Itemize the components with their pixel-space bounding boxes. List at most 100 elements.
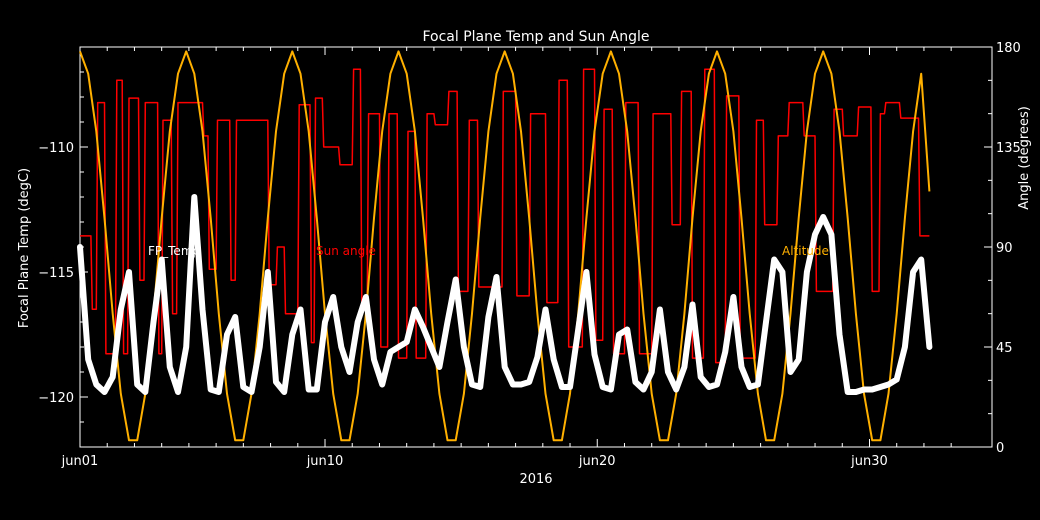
fp-temp-point [102, 389, 108, 395]
fp-temp-point [510, 382, 516, 387]
fp-temp-point [722, 349, 728, 355]
x-tick-label: jun30 [850, 454, 888, 469]
fp-temp-point [788, 369, 794, 375]
fp-temp-point [289, 332, 295, 337]
y2-tick-label: 45 [996, 341, 1013, 356]
fp-temp-point [461, 344, 467, 350]
fp-temp-point [330, 294, 336, 300]
fp-temp-point [363, 294, 369, 300]
fp-temp-point [910, 269, 916, 275]
fp-temp-point [812, 232, 818, 237]
fp-temp-point [167, 364, 173, 370]
y2-tick-label: 180 [996, 41, 1021, 56]
fp-temp-point [151, 319, 157, 325]
fp-temp-point [690, 302, 696, 307]
fp-temp-point [886, 382, 892, 387]
fp-temp-point [551, 357, 557, 362]
fp-temp-point [853, 389, 859, 395]
fp-temp-point [624, 327, 630, 332]
fp-temp-point [632, 379, 638, 385]
fp-temp-point [420, 324, 426, 330]
fp-temp-point [698, 374, 704, 380]
fp-temp-point [583, 269, 589, 275]
fp-temp-point [918, 257, 924, 262]
fp-temp-point [796, 357, 802, 362]
fp-temp-point [183, 344, 189, 350]
fp-temp-point [526, 379, 532, 385]
fp-temp-point [412, 307, 418, 312]
fp-temp-point [714, 382, 720, 387]
chart-title: Focal Plane Temp and Sun Angle [422, 29, 649, 45]
fp-temp-point [600, 384, 606, 390]
fp-temp-point [436, 364, 442, 370]
fp-temp-point [453, 277, 459, 282]
fp-temp-point [828, 232, 834, 237]
fp-temp-point [404, 339, 410, 345]
fp-temp-point [387, 349, 393, 355]
fp-temp-point [673, 387, 679, 392]
sun-angle-line [80, 68, 930, 364]
fp-temp-point [224, 332, 230, 337]
y-axis-label: Focal Plane Temp (degC) [17, 168, 32, 328]
y-tick-label: −120 [38, 391, 74, 406]
fp-temp-point [485, 314, 491, 320]
fp-temp-point [240, 384, 246, 390]
fp-temp-point [681, 364, 687, 370]
y2-tick-label: 0 [996, 441, 1004, 456]
series-layer [77, 50, 933, 442]
fp-temp-point [273, 379, 279, 385]
fp-temp-point [306, 387, 312, 392]
fp-temp-point [845, 389, 851, 395]
fp-temp-point [820, 214, 826, 220]
fp-temp-point [371, 357, 377, 362]
fp-temp-point [804, 269, 810, 275]
fp-temp-point [257, 344, 263, 350]
fp-temp-point [428, 344, 434, 350]
fp-temp-point [175, 389, 181, 395]
series-sun-angle [80, 68, 930, 364]
fp-temp-point [861, 387, 867, 392]
x-tick-label: jun20 [578, 454, 616, 469]
axes: jun01 jun10 jun20 jun30 −120 −115 −110 0 45 90 135… [38, 41, 1021, 469]
fp-temp-point [93, 382, 99, 387]
fp-temp-point [77, 244, 83, 250]
fp-temp-point [518, 382, 524, 387]
x-tick-label: jun01 [61, 454, 99, 469]
fp-temp-point [249, 389, 255, 395]
fp-temp-point [379, 382, 385, 387]
fp-temp-point [567, 384, 573, 390]
fp-temp-point [730, 294, 736, 300]
fp-temp-point [445, 319, 451, 325]
fp-temp-point [706, 384, 712, 390]
fp-temp-point [771, 257, 777, 262]
fp-temp-point [575, 327, 581, 332]
fp-temp-point [281, 389, 287, 395]
legend-label: FP_Temp [148, 244, 200, 258]
fp-temp-point [477, 384, 483, 390]
fp-temp-point [347, 369, 353, 375]
fp-temp-point [869, 387, 875, 392]
fp-temp-point [608, 387, 614, 392]
fp-temp-point [779, 269, 785, 275]
legend-label: Altitude [782, 244, 829, 258]
series-fp-temp [77, 194, 933, 395]
fp-temp-point [877, 384, 883, 390]
fp-temp-point [118, 307, 124, 312]
fp-temp-point [641, 387, 647, 392]
fp-temp-point [902, 344, 908, 350]
fp-temp-point [322, 319, 328, 325]
y2-tick-label: 90 [996, 241, 1013, 256]
fp-temp-point [142, 389, 148, 395]
fp-temp-point [739, 364, 745, 370]
fp-temp-point [649, 369, 655, 375]
fp-temp-point [314, 387, 320, 392]
fp-temp-point [134, 382, 140, 387]
fp-temp-point [543, 307, 549, 312]
fp-temp-point [232, 314, 238, 320]
fp-temp-point [265, 269, 271, 275]
fp-temp-point [298, 307, 304, 312]
fp-temp-point [355, 319, 361, 325]
fp-temp-point [191, 194, 197, 200]
